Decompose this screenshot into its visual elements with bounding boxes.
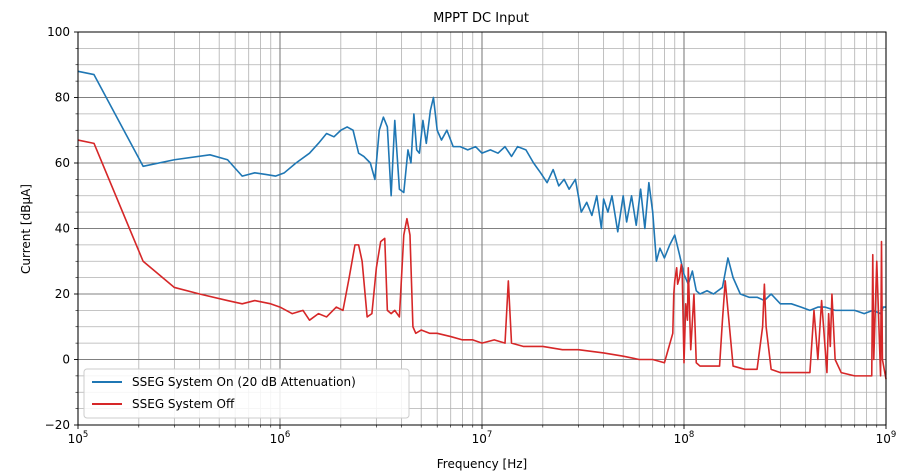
legend-box	[83, 368, 410, 419]
chart-title: MPPT DC Input	[433, 11, 529, 26]
legend-label-series-off: SSEG System Off	[132, 397, 235, 411]
series-line-0	[77, 70, 886, 315]
x-tick-label: 106	[270, 430, 291, 446]
series-line-1	[77, 139, 887, 380]
y-axis-ticks: −20 0 20 40 60 80 100	[45, 25, 78, 432]
x-tick-label: 108	[674, 430, 695, 446]
x-tick-label: 105	[68, 430, 89, 446]
series-lines	[77, 70, 887, 380]
y-tick-label: −20	[45, 418, 70, 432]
y-axis-label: Current [dBµA]	[19, 184, 33, 274]
legend-label-series-on: SSEG System On (20 dB Attenuation)	[132, 375, 356, 389]
x-tick-label: 107	[472, 430, 493, 446]
y-tick-label: 100	[47, 25, 70, 39]
x-axis-label: Frequency [Hz]	[437, 457, 528, 471]
x-axis-ticks: 105 106 107 108 109	[68, 425, 897, 446]
y-tick-label: 0	[62, 353, 70, 367]
y-tick-label: 20	[55, 287, 70, 301]
x-tick-label: 109	[876, 430, 897, 446]
major-gridlines	[77, 31, 887, 426]
y-tick-label: 60	[55, 156, 70, 170]
legend: SSEG System On (20 dB Attenuation) SSEG …	[83, 368, 410, 419]
y-tick-label: 80	[55, 91, 70, 105]
y-tick-label: 40	[55, 222, 70, 236]
